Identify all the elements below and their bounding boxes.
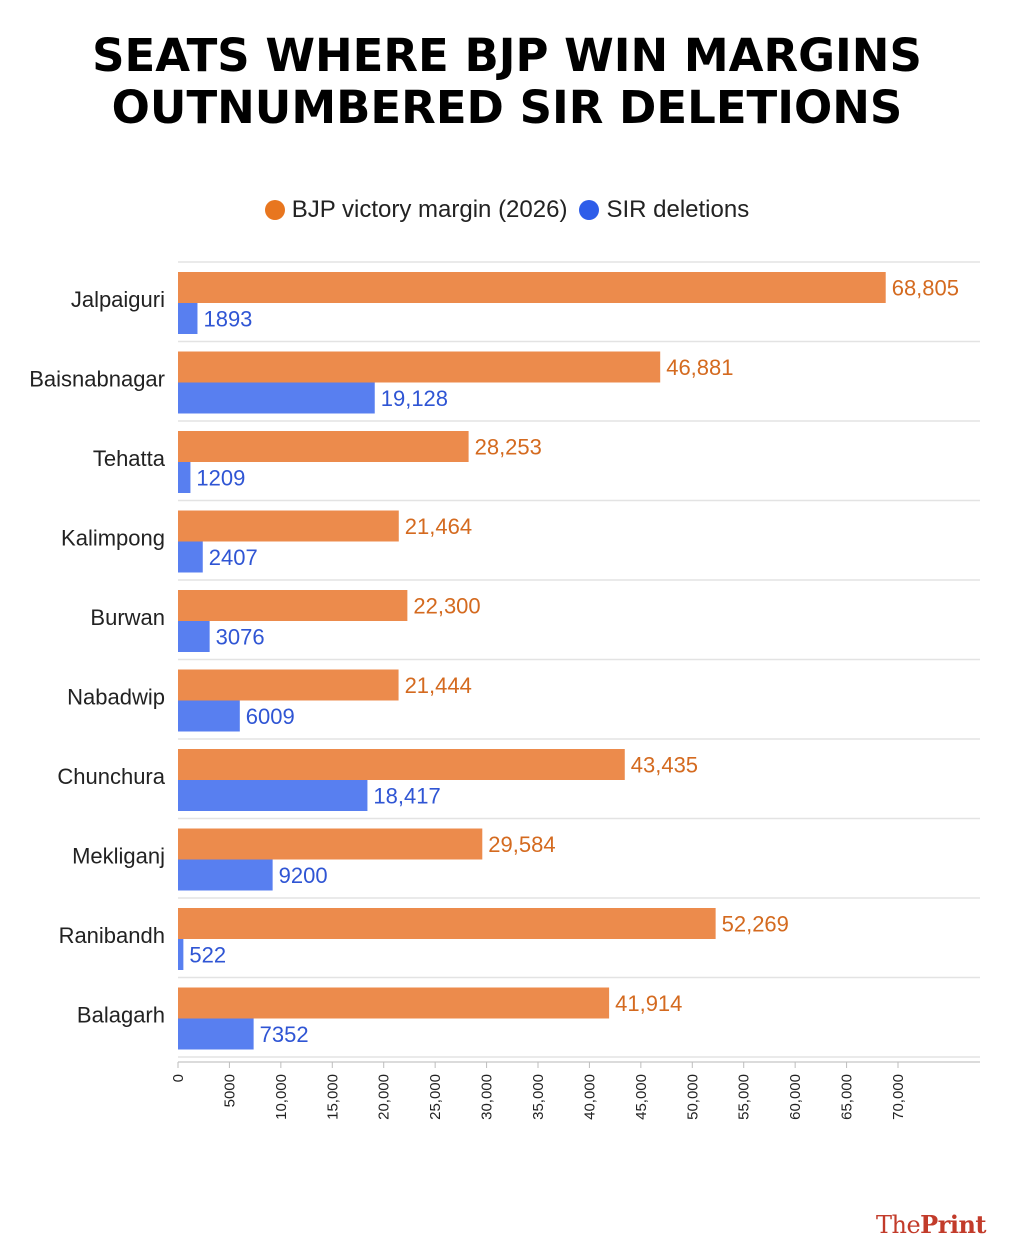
category-label: Baisnabnagar (29, 367, 165, 392)
legend-swatch-bjp (264, 200, 285, 220)
x-tick-label: 25,000 (427, 1074, 444, 1120)
category-label: Jalpaiguri (71, 287, 165, 312)
data-label-sir-deletions: 18,417 (373, 784, 440, 809)
bar-sir-deletions (178, 382, 375, 414)
bar-sir-deletions (178, 1018, 254, 1050)
x-tick-label: 15,000 (324, 1074, 341, 1120)
data-label-bjp-margin: 28,253 (475, 435, 542, 460)
category-label: Mekliganj (72, 844, 165, 869)
legend-item-sir: SIR deletions (579, 196, 749, 224)
x-tick-label: 20,000 (376, 1074, 393, 1120)
theprint-logo: ThePrint (875, 1210, 987, 1239)
bar-bjp-margin (178, 351, 661, 383)
bar-sir-deletions (178, 780, 368, 811)
bar-sir-deletions (178, 700, 240, 732)
data-label-sir-deletions: 1209 (196, 466, 245, 491)
data-label-bjp-margin: 41,914 (615, 991, 682, 1016)
bar-bjp-margin (178, 908, 716, 939)
legend-label-sir: SIR deletions (606, 196, 750, 223)
category-label: Kalimpong (61, 526, 165, 551)
legend-label-bjp: BJP victory margin (2026) (291, 196, 568, 223)
x-tick-label: 35,000 (530, 1074, 547, 1120)
data-label-sir-deletions: 7352 (260, 1022, 309, 1047)
data-label-sir-deletions: 3076 (216, 625, 265, 650)
x-tick-label: 45,000 (633, 1074, 650, 1120)
x-tick-label: 40,000 (581, 1074, 598, 1120)
bar-bjp-margin (178, 431, 469, 462)
bar-bjp-margin (178, 828, 483, 860)
x-tick-label: 60,000 (787, 1074, 804, 1120)
logo-part-the: The (875, 1211, 921, 1239)
data-label-sir-deletions: 1893 (203, 307, 252, 332)
data-label-bjp-margin: 29,584 (488, 832, 555, 857)
bar-bjp-margin (178, 749, 625, 780)
x-tick-label: 10,000 (273, 1074, 290, 1120)
bar-sir-deletions (178, 303, 198, 334)
bar-bjp-margin (178, 987, 610, 1019)
bar-bjp-margin (178, 510, 399, 542)
data-label-bjp-margin: 43,435 (631, 753, 698, 778)
data-label-bjp-margin: 68,805 (892, 276, 959, 301)
x-tick-label: 50,000 (684, 1074, 701, 1120)
bar-bjp-margin (178, 669, 399, 701)
data-label-sir-deletions: 2407 (209, 545, 258, 570)
bar-sir-deletions (178, 939, 184, 970)
legend-item-bjp: BJP victory margin (2026) (264, 196, 568, 224)
data-label-sir-deletions: 9200 (279, 863, 328, 888)
x-tick-label: 5000 (221, 1074, 238, 1107)
x-tick-label: 0 (170, 1074, 187, 1082)
bar-bjp-margin (178, 590, 408, 621)
logo-part-print: Print (920, 1210, 986, 1239)
category-label: Tehatta (93, 446, 166, 471)
data-label-bjp-margin: 46,881 (666, 355, 733, 380)
data-label-sir-deletions: 19,128 (381, 386, 448, 411)
bar-sir-deletions (178, 462, 191, 493)
bar-bjp-margin (178, 272, 886, 303)
data-label-bjp-margin: 21,464 (405, 514, 472, 539)
category-label: Nabadwip (67, 685, 165, 710)
chart-title: SEATS WHERE BJP WIN MARGINS OUTNUMBERED … (0, 30, 1014, 134)
x-tick-label: 65,000 (839, 1074, 856, 1120)
category-label: Chunchura (57, 764, 165, 789)
bar-sir-deletions (178, 541, 203, 573)
bar-sir-deletions (178, 621, 210, 652)
data-label-sir-deletions: 6009 (246, 704, 295, 729)
bar-sir-deletions (178, 859, 273, 891)
category-label: Ranibandh (59, 923, 165, 948)
data-label-sir-deletions: 522 (189, 943, 226, 968)
legend-swatch-sir (579, 200, 600, 220)
category-label: Burwan (90, 605, 165, 630)
x-tick-label: 55,000 (736, 1074, 753, 1120)
legend: BJP victory margin (2026) SIR deletions (0, 196, 1014, 224)
category-label: Balagarh (77, 1003, 165, 1028)
chart-title-line-2: OUTNUMBERED SIR DELETIONS (111, 81, 903, 134)
data-label-bjp-margin: 21,444 (405, 673, 472, 698)
x-tick-label: 30,000 (479, 1074, 496, 1120)
x-tick-label: 70,000 (890, 1074, 907, 1120)
data-label-bjp-margin: 22,300 (413, 594, 480, 619)
chart-title-line-1: SEATS WHERE BJP WIN MARGINS (92, 29, 922, 82)
data-label-bjp-margin: 52,269 (722, 912, 789, 937)
